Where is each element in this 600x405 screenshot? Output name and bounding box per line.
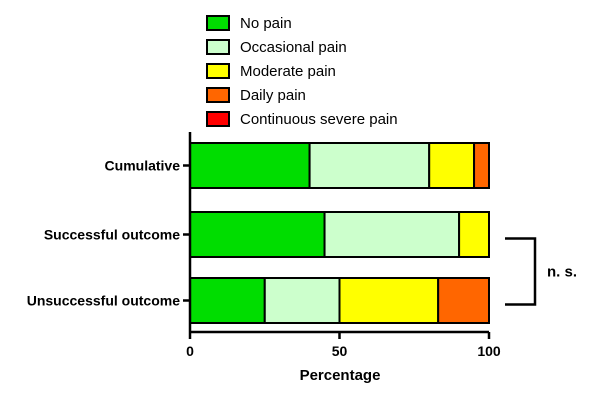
bar-segment (473, 142, 490, 189)
legend-swatch (206, 87, 230, 103)
axes: 0 50 100 (183, 132, 501, 359)
significance-annotation: n. s. (505, 237, 577, 306)
category-label: Cumulative (105, 158, 181, 174)
significance-bracket (505, 237, 537, 306)
legend-swatch (206, 63, 230, 79)
legend-swatch (206, 39, 230, 55)
x-tick-label: 50 (332, 343, 348, 359)
bar-segment (189, 142, 311, 189)
category-label: Successful outcome (44, 227, 180, 243)
bar-segment (437, 277, 491, 324)
bar-segment (308, 142, 431, 189)
legend-swatch (206, 111, 230, 127)
x-tick-label: 0 (186, 343, 194, 359)
bar-segment (428, 142, 476, 189)
legend-label: Moderate pain (240, 63, 336, 80)
bars (189, 142, 491, 324)
legend-label: Occasional pain (240, 39, 347, 56)
legend: No pain Occasional pain Moderate pain Daily… (206, 15, 398, 128)
category-labels: Cumulative Successful outcome Unsuccessful… (27, 158, 180, 309)
legend-swatch (206, 15, 230, 31)
x-tick-label: 100 (477, 343, 501, 359)
significance-label: n. s. (547, 264, 577, 281)
legend-label: Daily pain (240, 87, 306, 104)
bar-segment (323, 211, 461, 258)
bar-segment (338, 277, 440, 324)
legend-label: Continuous severe pain (240, 111, 398, 128)
legend-label: No pain (240, 15, 292, 32)
bar-segment (189, 211, 326, 258)
bar-segment (189, 277, 266, 324)
x-axis-title: Percentage (300, 367, 381, 384)
category-label: Unsuccessful outcome (27, 293, 180, 309)
bar-segment (263, 277, 341, 324)
bar-segment (458, 211, 491, 258)
